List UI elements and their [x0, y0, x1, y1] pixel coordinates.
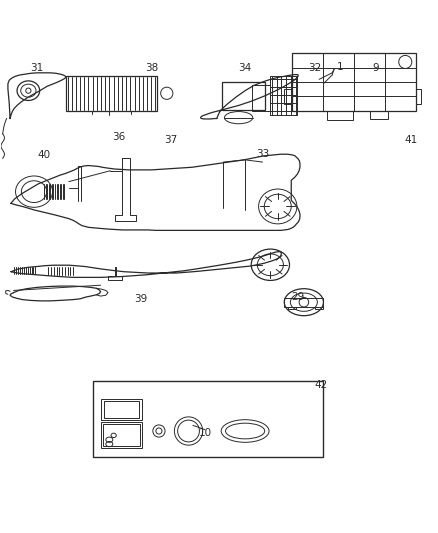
Text: 41: 41: [405, 135, 418, 146]
Bar: [223, 82, 265, 110]
Text: 29: 29: [291, 292, 304, 302]
Bar: [288, 306, 296, 309]
Text: 37: 37: [165, 135, 178, 146]
Bar: [66, 76, 157, 111]
Text: 33: 33: [256, 149, 269, 159]
Text: 38: 38: [145, 63, 158, 73]
Bar: [292, 53, 416, 111]
Text: 1: 1: [336, 62, 343, 72]
Bar: [103, 424, 140, 446]
Bar: [315, 306, 322, 309]
Bar: [371, 111, 388, 118]
Text: 10: 10: [198, 428, 212, 438]
Bar: [284, 89, 292, 104]
Text: 34: 34: [238, 63, 252, 73]
Text: 36: 36: [112, 132, 126, 142]
Bar: [284, 298, 323, 306]
Bar: [101, 399, 142, 419]
Text: 39: 39: [134, 294, 147, 304]
Text: 40: 40: [38, 150, 51, 160]
Bar: [93, 381, 323, 457]
Bar: [252, 85, 270, 111]
Text: 32: 32: [308, 63, 321, 73]
Text: 42: 42: [315, 380, 328, 390]
Bar: [101, 422, 142, 448]
Text: 9: 9: [372, 63, 379, 73]
Bar: [327, 111, 353, 120]
Bar: [416, 89, 421, 104]
Text: 31: 31: [31, 63, 44, 74]
Bar: [104, 401, 139, 417]
Bar: [270, 76, 297, 115]
